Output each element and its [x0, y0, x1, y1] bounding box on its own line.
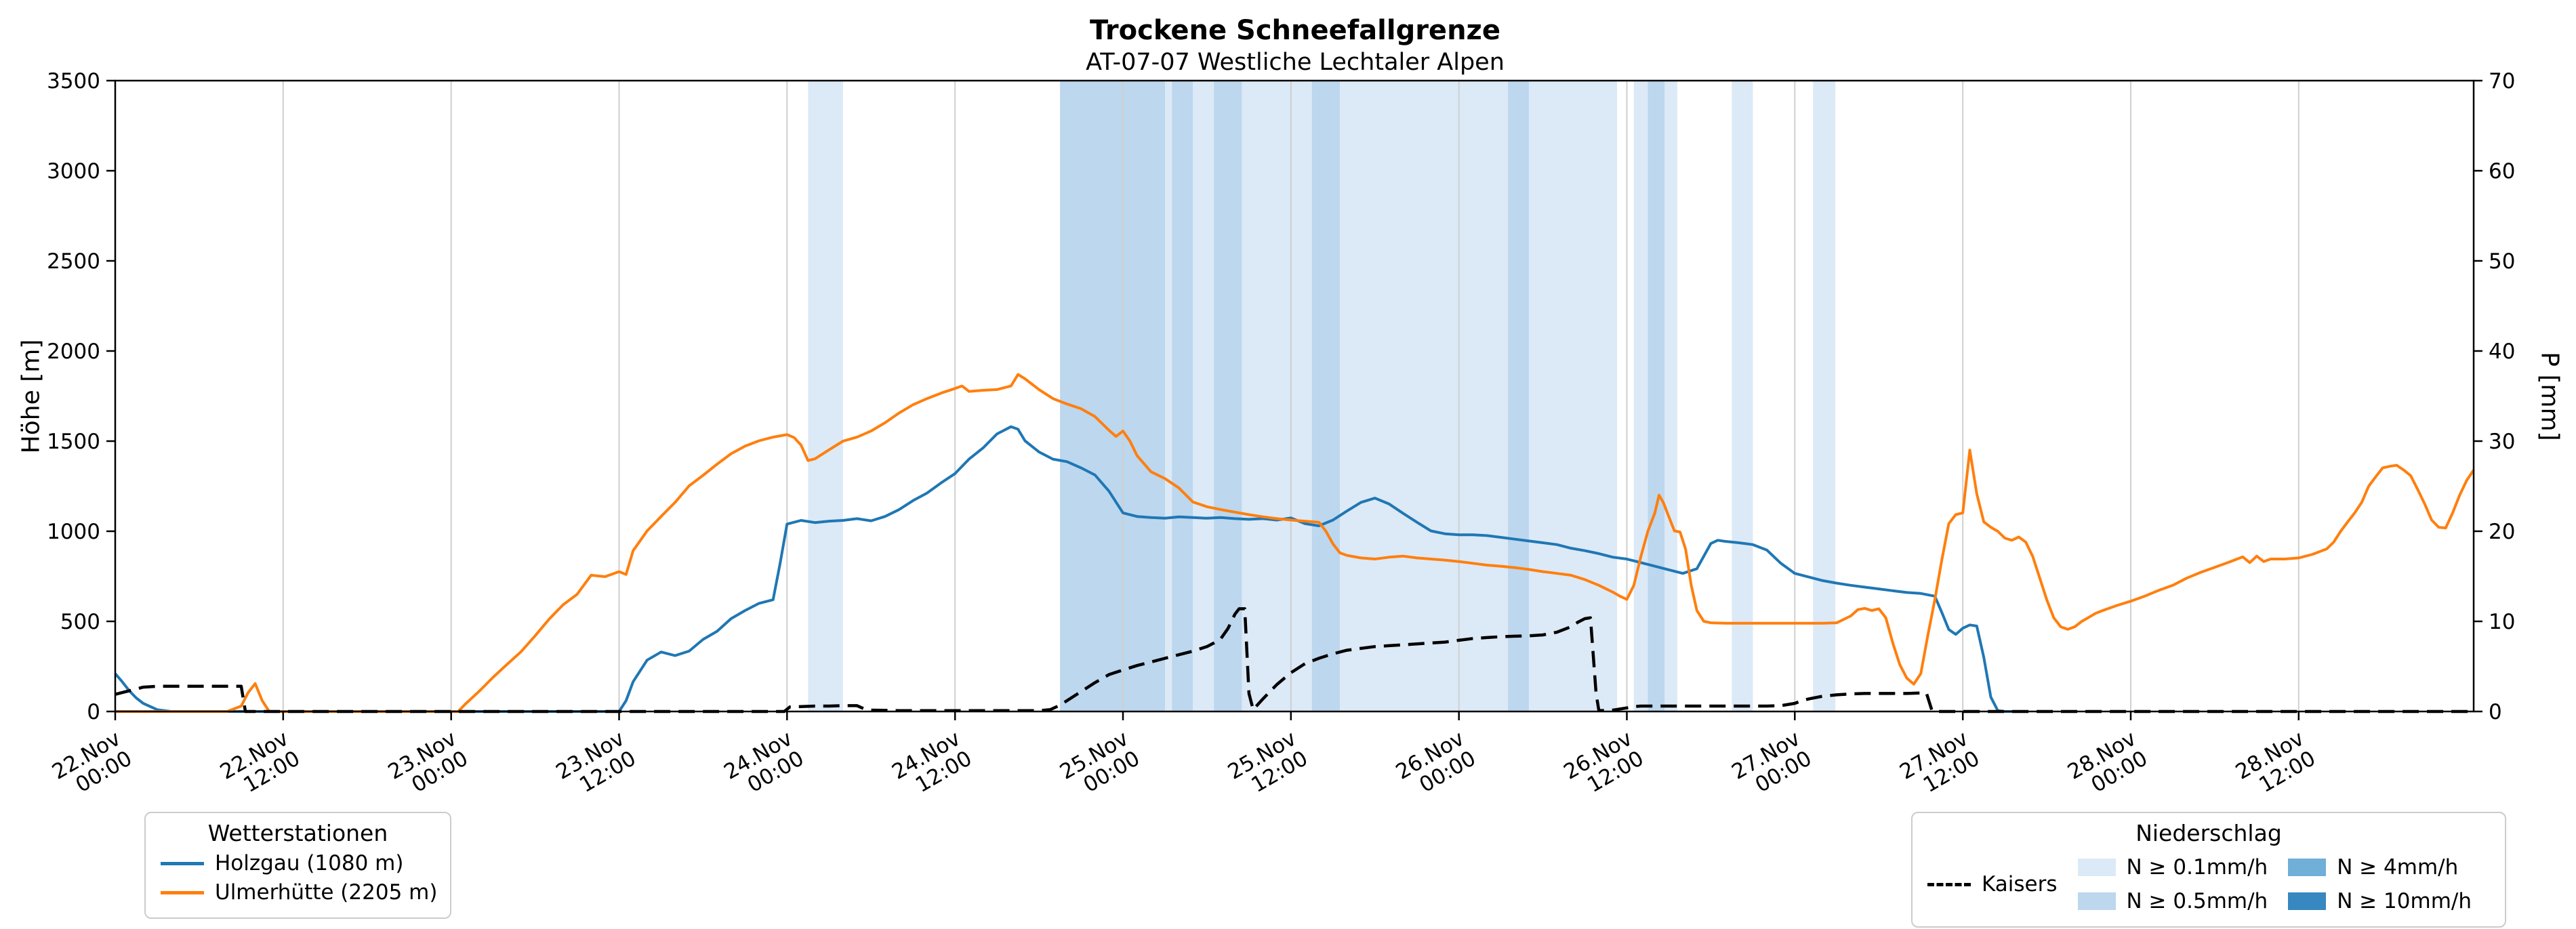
legend-label-precip-10: N ≥ 10mm/h	[2337, 889, 2472, 913]
y-tick-label-right: 30	[2489, 430, 2515, 454]
y-tick-label-left: 3500	[47, 69, 100, 94]
series-holzgau-1080-m-	[114, 425, 2016, 713]
precip-band	[1648, 81, 1665, 711]
precip-band	[1664, 81, 1677, 711]
precip-band	[1528, 81, 1617, 711]
x-tick-label: 28.Nov12:00	[2232, 726, 2320, 805]
x-tick-label: 25.Nov00:00	[1056, 726, 1144, 805]
precip-band	[1633, 81, 1648, 711]
y-tick-label-left: 0	[87, 700, 100, 724]
plot-frame	[114, 79, 2475, 713]
legend-item-precip-01: N ≥ 0.1mm/h	[2077, 855, 2268, 880]
precip-band	[1813, 81, 1836, 711]
legend-niederschlag: Niederschlag Kaisers N ≥ 0.1mm/h N ≥ 0.5…	[1911, 812, 2506, 928]
y-tick-label-left: 500	[60, 610, 100, 634]
y-tick-label-right: 10	[2489, 610, 2515, 634]
kaisers-line-sample	[1927, 882, 1971, 886]
legend-label-kaisers: Kaisers	[1982, 872, 2058, 896]
gridlines	[115, 81, 2299, 711]
x-tick-label: 22.Nov12:00	[216, 726, 304, 805]
precip-bands	[808, 81, 1836, 711]
precip-band	[1242, 81, 1312, 711]
y-tick-label-right: 70	[2489, 69, 2515, 94]
x-tick-label: 24.Nov00:00	[720, 726, 808, 805]
series-ulmerh-tte-2205-m-	[115, 373, 2475, 713]
precip-patch-05	[2077, 892, 2116, 910]
x-tick-label: 28.Nov00:00	[2064, 726, 2152, 805]
x-tick-label: 23.Nov00:00	[384, 726, 472, 805]
legend-label-holzgau: Holzgau (1080 m)	[215, 851, 404, 875]
precip-band	[1508, 81, 1529, 711]
precip-band	[1311, 81, 1341, 711]
legend-label-precip-01: N ≥ 0.1mm/h	[2126, 855, 2268, 880]
precip-band	[1732, 81, 1753, 711]
precip-band	[1340, 81, 1508, 711]
y-tick-label-left: 1500	[47, 430, 100, 454]
legend-col-precip-2: N ≥ 4mm/h N ≥ 10mm/h	[2288, 850, 2472, 918]
legend-col-precip-1: N ≥ 0.1mm/h N ≥ 0.5mm/h	[2077, 850, 2268, 918]
x-tick-label: 25.Nov12:00	[1224, 726, 1312, 805]
ulmerhuette-line-sample	[161, 890, 204, 894]
precip-band	[1172, 81, 1193, 711]
legend-niederschlag-title: Niederschlag	[2135, 820, 2282, 846]
x-tick-label: 27.Nov12:00	[1896, 726, 1984, 805]
chart-subtitle: AT-07-07 Westliche Lechtaler Alpen	[1086, 49, 1505, 76]
y-tick-label-right: 20	[2489, 520, 2515, 544]
y-axis-right-ticks: 0 10 20 30 40 50 60 70	[2474, 69, 2515, 724]
x-tick-label: 26.Nov12:00	[1559, 726, 1648, 805]
y-tick-label-right: 50	[2489, 249, 2515, 274]
legend-item-precip-10: N ≥ 10mm/h	[2288, 889, 2472, 913]
y-tick-label-right: 60	[2489, 159, 2515, 184]
precip-band	[1060, 81, 1165, 711]
legend-item-ulmerhuette: Ulmerhütte (2205 m)	[161, 880, 438, 905]
precip-band	[808, 81, 843, 711]
precip-patch-01	[2077, 859, 2116, 876]
y-axis-label-left: Höhe [m]	[17, 339, 45, 454]
precip-band	[1193, 81, 1214, 711]
legend-item-kaisers: Kaisers	[1927, 872, 2058, 896]
legend-label-precip-4: N ≥ 4mm/h	[2337, 855, 2459, 880]
legend-col-kaisers: Kaisers	[1927, 850, 2058, 918]
x-tick-label: 22.Nov00:00	[48, 726, 136, 805]
y-tick-label-left: 1000	[47, 520, 100, 544]
x-tick-label: 24.Nov12:00	[888, 726, 976, 805]
legend-wetterstationen-title: Wetterstationen	[207, 820, 388, 846]
x-axis-ticks: 22.Nov00:00 22.Nov12:00 23.Nov00:00 23.Nov1…	[48, 711, 2320, 805]
legend-wetterstationen: Wetterstationen Holzgau (1080 m) Ulmerhü…	[144, 812, 451, 919]
legend-label-ulmerhuette: Ulmerhütte (2205 m)	[215, 880, 438, 905]
legend-label-precip-05: N ≥ 0.5mm/h	[2126, 889, 2268, 913]
precip-patch-10	[2288, 892, 2327, 910]
precip-patch-4	[2288, 859, 2327, 876]
precip-band	[1214, 81, 1242, 711]
holzgau-line-sample	[161, 861, 204, 865]
x-tick-label: 26.Nov00:00	[1392, 726, 1480, 805]
x-tick-label: 27.Nov00:00	[1727, 726, 1816, 805]
y-axis-label-right: P [mm]	[2535, 352, 2564, 441]
y-tick-label-left: 2500	[47, 249, 100, 274]
y-tick-label-left: 3000	[47, 159, 100, 184]
legend-item-precip-05: N ≥ 0.5mm/h	[2077, 889, 2268, 913]
legend-item-precip-4: N ≥ 4mm/h	[2288, 855, 2472, 880]
y-tick-label-left: 2000	[47, 339, 100, 364]
y-tick-label-right: 40	[2489, 339, 2515, 364]
precip-band	[1165, 81, 1172, 711]
y-axis-left-ticks: 0 500 1000 1500 2000 2500 3000 3500	[47, 69, 115, 724]
chart-title: Trockene Schneefallgrenze	[1090, 15, 1500, 46]
x-tick-label: 23.Nov12:00	[552, 726, 640, 805]
y-tick-label-right: 0	[2489, 700, 2502, 724]
legend-item-holzgau: Holzgau (1080 m)	[161, 851, 435, 875]
